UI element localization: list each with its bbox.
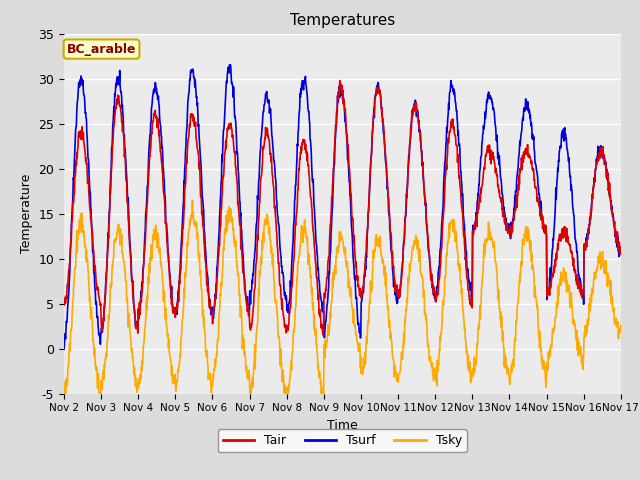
Tair bbox=[617, 250, 625, 255]
X-axis label: Time: Time bbox=[327, 419, 358, 432]
Tsky bbox=[429, 377, 437, 383]
Tsky bbox=[184, 236, 192, 242]
Tair bbox=[60, 295, 68, 300]
Tair bbox=[429, 290, 437, 296]
Tair bbox=[246, 324, 254, 330]
Tsurf bbox=[246, 301, 254, 307]
Tsurf bbox=[617, 248, 625, 254]
Tsky bbox=[617, 322, 625, 328]
Tsky bbox=[60, 379, 68, 385]
Line: Tsurf: Tsurf bbox=[64, 65, 621, 349]
Tsurf bbox=[551, 211, 559, 217]
Line: Tair: Tair bbox=[64, 81, 621, 335]
Tair bbox=[336, 78, 344, 84]
Tair bbox=[552, 264, 559, 269]
Y-axis label: Temperature: Temperature bbox=[20, 174, 33, 253]
Tsurf bbox=[60, 347, 68, 352]
Line: Tsky: Tsky bbox=[64, 200, 621, 406]
Tair bbox=[170, 309, 178, 314]
Tsky bbox=[247, 399, 255, 405]
Tsurf bbox=[429, 286, 437, 292]
Tair bbox=[319, 332, 326, 338]
Tsurf bbox=[184, 99, 191, 105]
Tair bbox=[184, 139, 191, 145]
Tsky bbox=[552, 314, 559, 320]
Tsky bbox=[189, 197, 196, 203]
Legend: Tair, Tsurf, Tsky: Tair, Tsurf, Tsky bbox=[218, 429, 467, 452]
Tsurf bbox=[170, 308, 178, 313]
Title: Temperatures: Temperatures bbox=[290, 13, 395, 28]
Text: BC_arable: BC_arable bbox=[67, 43, 136, 56]
Tsky bbox=[61, 403, 69, 408]
Tsky bbox=[502, 366, 510, 372]
Tsurf bbox=[502, 215, 509, 221]
Tair bbox=[502, 228, 510, 233]
Tsurf bbox=[226, 62, 234, 68]
Tsky bbox=[171, 378, 179, 384]
